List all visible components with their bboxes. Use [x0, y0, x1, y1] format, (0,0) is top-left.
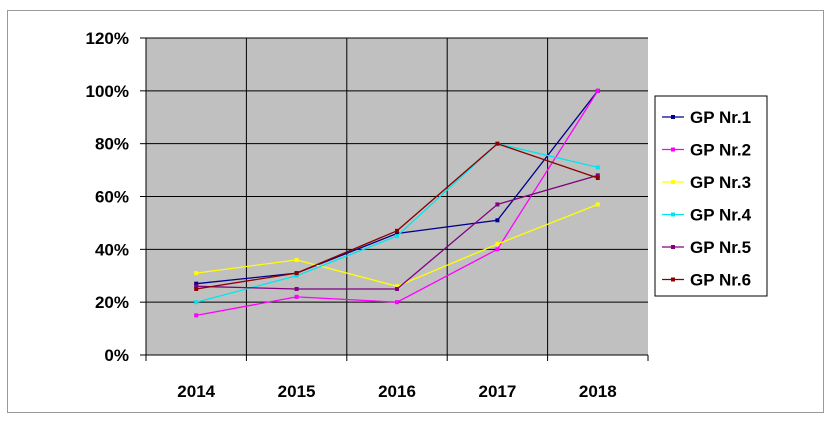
data-point	[595, 176, 600, 181]
legend-item-4: GP Nr.4	[662, 206, 752, 225]
data-point	[495, 218, 500, 223]
legend-label: GP Nr.3	[690, 173, 751, 192]
series-5	[194, 173, 600, 291]
data-point	[495, 141, 500, 146]
y-tick-label: 100%	[86, 82, 129, 101]
legend-item-6: GP Nr.6	[662, 271, 751, 290]
series-layer	[194, 88, 600, 318]
series-6	[194, 141, 600, 291]
data-point	[395, 300, 399, 305]
series-3	[194, 202, 600, 289]
y-tick-label: 80%	[95, 135, 129, 154]
legend-item-3: GP Nr.3	[662, 173, 751, 192]
legend-label: GP Nr.5	[690, 238, 751, 257]
data-point	[595, 202, 600, 207]
data-point	[395, 231, 399, 236]
x-tick-label: 2016	[378, 382, 416, 401]
legend-marker	[671, 147, 675, 152]
legend-marker	[671, 212, 675, 217]
x-axis-ticks: 2014 2015 2016 2017 2018	[145, 355, 649, 401]
y-axis-ticks: 0% 20% 40% 60% 80% 100% 120%	[86, 29, 146, 365]
data-point	[194, 284, 199, 289]
legend: GP Nr.1 GP Nr.2 GP Nr.3 GP Nr.4 GP Nr.5 GP Nr…	[654, 95, 768, 297]
data-point	[294, 257, 299, 262]
y-tick-label: 60%	[95, 188, 129, 207]
legend-box	[654, 95, 768, 297]
data-point	[395, 284, 399, 289]
data-point	[194, 300, 199, 305]
legend-label: GP Nr.1	[690, 108, 751, 127]
data-point	[194, 313, 199, 318]
data-point	[395, 286, 399, 291]
y-tick-label: 40%	[95, 240, 129, 259]
data-point	[395, 228, 399, 233]
data-point	[595, 165, 600, 170]
data-point	[194, 286, 199, 291]
y-tick-label: 0%	[104, 346, 129, 365]
data-point	[294, 286, 299, 291]
data-point	[595, 88, 600, 93]
legend-marker	[671, 245, 675, 249]
data-point	[294, 273, 299, 278]
legend-item-5: GP Nr.5	[662, 238, 751, 257]
data-point	[595, 173, 600, 178]
x-tick-label: 2015	[278, 382, 316, 401]
data-point	[294, 271, 299, 276]
data-point	[495, 242, 500, 247]
x-tick-label: 2017	[478, 382, 516, 401]
data-point	[294, 294, 299, 299]
series-2	[194, 88, 600, 318]
x-tick-label: 2018	[579, 382, 617, 401]
y-tick-label: 120%	[86, 29, 129, 48]
x-tick-label: 2014	[177, 382, 215, 401]
legend-label: GP Nr.6	[690, 271, 751, 290]
legend-marker	[671, 277, 675, 282]
data-point	[395, 234, 399, 239]
legend-label: GP Nr.2	[690, 141, 751, 160]
data-point	[495, 202, 500, 207]
data-point	[495, 247, 500, 252]
legend-item-1: GP Nr.1	[662, 108, 751, 127]
legend-item-2: GP Nr.2	[662, 141, 751, 160]
data-point	[194, 281, 199, 286]
y-tick-label: 20%	[95, 293, 129, 312]
legend-marker	[671, 115, 675, 119]
legend-marker	[671, 180, 675, 184]
data-point	[194, 271, 199, 276]
legend-label: GP Nr.4	[690, 206, 752, 225]
